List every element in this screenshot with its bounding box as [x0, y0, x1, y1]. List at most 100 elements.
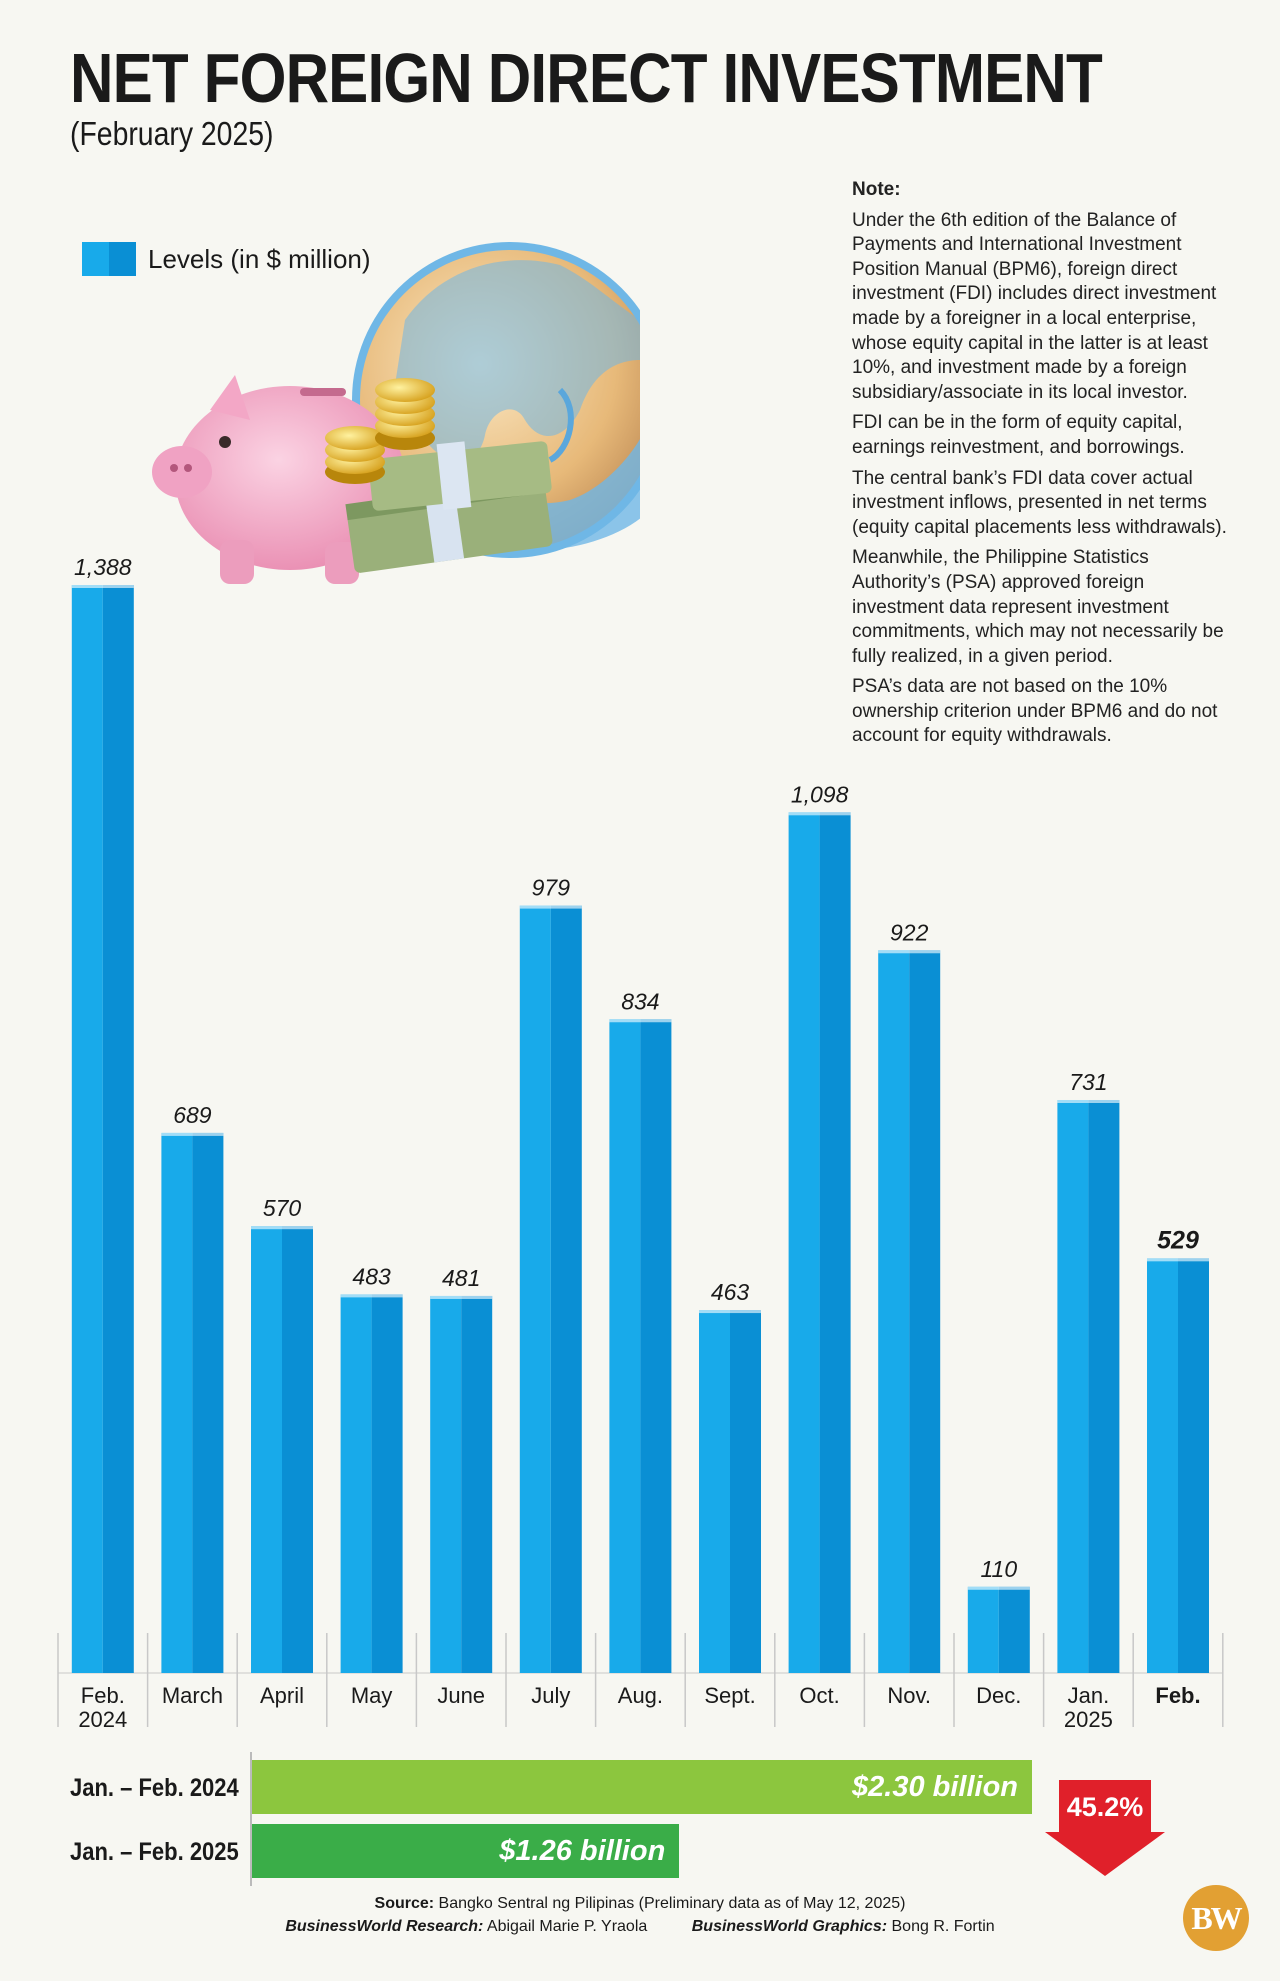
bar-left-half	[609, 1019, 641, 1673]
summary-label-2025: Jan. – Feb. 2025	[70, 1838, 239, 1866]
graphics-name: Bong R. Fortin	[891, 1918, 995, 1935]
x-tick-label: Feb.	[81, 1683, 125, 1708]
bar-top-edge	[71, 585, 134, 588]
legend-swatch	[82, 242, 136, 276]
x-tick-label: 2024	[78, 1707, 127, 1732]
bar-right-half	[371, 1294, 403, 1673]
note-paragraph-4: Meanwhile, the Philippine Statistics Aut…	[852, 547, 1224, 667]
businessworld-logo: BW	[1183, 1885, 1249, 1951]
bar-value-label: 979	[532, 875, 571, 901]
bar-top-edge	[161, 1132, 224, 1136]
bar-value-label: 689	[173, 1102, 212, 1128]
note-paragraph-2: FDI can be in the form of equity capital…	[852, 412, 1185, 458]
bar-top-edge	[878, 950, 941, 954]
summary-axis	[250, 1752, 252, 1886]
bar-right-half	[640, 1019, 672, 1673]
bar-value-label: 1,388	[74, 554, 132, 580]
bar-left-half	[161, 1132, 193, 1673]
bar-left-half	[788, 812, 820, 1673]
bar-value-label: 110	[980, 1556, 1017, 1582]
credits-line: BusinessWorld Research: Abigail Marie P.…	[0, 1918, 1280, 1936]
cash-stack-icon	[345, 441, 553, 573]
bar-value-label: 529	[1157, 1226, 1199, 1254]
x-tick-label: Dec.	[976, 1683, 1021, 1708]
x-tick-label: 2025	[1064, 1707, 1113, 1732]
bar-value-label: 731	[1069, 1069, 1107, 1095]
bar-right-half	[909, 950, 941, 1673]
bar-top-edge	[788, 812, 851, 816]
note-paragraph-3: The central bank’s FDI data cover actual…	[852, 467, 1227, 538]
chart-title: NET FOREIGN DIRECT INVESTMENT	[70, 39, 1103, 117]
x-tick-label: Jan.	[1068, 1683, 1110, 1708]
chart-subtitle: (February 2025)	[70, 115, 274, 152]
bar-value-label: 922	[890, 919, 929, 945]
bar-top-edge	[699, 1310, 761, 1314]
source-text: Bangko Sentral ng Pilipinas (Preliminary…	[438, 1895, 906, 1912]
bar-value-label: 483	[352, 1263, 391, 1289]
bar-value-label: 834	[621, 988, 659, 1014]
note-paragraph-5: PSA’s data are not based on the 10% owne…	[852, 676, 1218, 747]
bar-top-edge	[609, 1019, 672, 1023]
bar-top-edge	[1147, 1258, 1209, 1262]
bar-left-half	[1057, 1099, 1089, 1673]
legend-label: Levels (in $ million)	[148, 243, 371, 274]
source-prefix: Source:	[374, 1895, 435, 1912]
piggy-bank-globe-illustration	[152, 242, 640, 584]
down-arrow-icon	[1045, 1780, 1165, 1876]
bar-right-half	[819, 812, 851, 1673]
x-tick-label: Feb.	[1155, 1683, 1200, 1708]
graphics-label: BusinessWorld Graphics:	[691, 1918, 888, 1935]
change-value: 45.2%	[1066, 1792, 1144, 1822]
bar-right-half	[1178, 1258, 1209, 1673]
bar-right-half	[102, 585, 134, 1673]
bar-left-half	[430, 1295, 462, 1673]
bar-left-half	[1147, 1258, 1178, 1673]
summary-bar-2025: $1.26 billion	[252, 1824, 680, 1878]
bar-top-edge	[340, 1294, 403, 1298]
bar-right-half	[998, 1586, 1030, 1673]
x-tick-label: Sept.	[704, 1683, 755, 1708]
legend: Levels (in $ million)	[82, 242, 371, 276]
research-name: Abigail Marie P. Yraola	[486, 1918, 648, 1935]
x-tick-label: Oct.	[799, 1683, 839, 1708]
note-box: Note: Under the 6th edition of the Balan…	[852, 178, 1232, 755]
note-heading: Note:	[852, 179, 901, 200]
x-tick-label: May	[351, 1683, 393, 1708]
bar-top-edge	[519, 905, 582, 909]
change-indicator: 45.2%	[1045, 1780, 1165, 1876]
bar-value-label: 1,098	[791, 781, 849, 807]
x-tick-label: June	[437, 1683, 485, 1708]
gold-coins-icon	[325, 378, 435, 484]
bar-left-half	[251, 1226, 282, 1673]
bar-left-half	[71, 585, 103, 1673]
bar-top-edge	[251, 1226, 313, 1230]
bar-chart: 1,388Feb.2024689March570April483May481Ju…	[57, 554, 1224, 1732]
x-tick-label: Aug.	[618, 1683, 663, 1708]
summary-value-2025: $1.26 billion	[499, 1834, 666, 1867]
bar-left-half	[699, 1310, 730, 1673]
bar-top-edge	[1057, 1099, 1120, 1103]
x-tick-label: July	[531, 1683, 570, 1708]
summary-label-2024: Jan. – Feb. 2024	[70, 1774, 239, 1802]
research-label: BusinessWorld Research:	[285, 1918, 484, 1935]
x-tick-label: March	[162, 1683, 223, 1708]
bar-value-label: 570	[263, 1195, 302, 1221]
note-paragraph-1: Under the 6th edition of the Balance of …	[852, 209, 1217, 403]
x-tick-label: Nov.	[887, 1683, 931, 1708]
bar-left-half	[878, 950, 910, 1673]
bar-right-half	[550, 905, 582, 1673]
bar-left-half	[519, 905, 551, 1673]
bar-value-label: 463	[711, 1279, 750, 1305]
bar-left-half	[967, 1586, 999, 1673]
x-tick-label: April	[260, 1683, 304, 1708]
summary-value-2024: $2.30 billion	[852, 1770, 1018, 1803]
bar-right-half	[730, 1310, 761, 1673]
bar-top-edge	[967, 1586, 1030, 1590]
bar-right-half	[1088, 1099, 1120, 1673]
bar-top-edge	[430, 1295, 493, 1299]
summary-bar-2024: $2.30 billion	[252, 1760, 1032, 1814]
bar-left-half	[340, 1294, 372, 1673]
bar-right-half	[282, 1226, 313, 1673]
bar-right-half	[192, 1132, 224, 1673]
bar-right-half	[461, 1295, 493, 1673]
